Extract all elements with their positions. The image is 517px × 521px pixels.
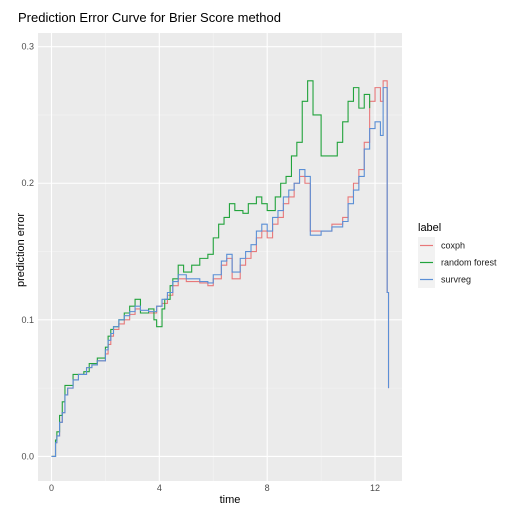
grid-major bbox=[38, 33, 402, 481]
y-tick-label: 0.0 bbox=[21, 451, 34, 461]
series-line-random-forest bbox=[51, 80, 371, 457]
y-tick-label: 0.1 bbox=[21, 315, 34, 325]
y-tick-label: 0.3 bbox=[21, 42, 34, 52]
grid-minor bbox=[38, 33, 402, 481]
x-tick-label: 8 bbox=[265, 483, 270, 493]
x-axis-ticks: 0 4 8 12 bbox=[49, 483, 380, 493]
x-tick-label: 4 bbox=[157, 483, 162, 493]
legend: label coxph random forest survreg bbox=[418, 222, 497, 288]
legend-title: label bbox=[418, 222, 441, 234]
y-axis-ticks: 0.0 0.1 0.2 0.3 bbox=[21, 42, 34, 462]
y-axis-title: prediction error bbox=[15, 213, 27, 287]
x-tick-label: 0 bbox=[49, 483, 54, 493]
legend-label-survreg: survreg bbox=[441, 275, 471, 285]
x-axis-title: time bbox=[220, 494, 241, 506]
plot-panel bbox=[38, 33, 402, 481]
chart-title: Prediction Error Curve for Brier Score m… bbox=[18, 10, 281, 25]
y-tick-label: 0.2 bbox=[21, 178, 34, 188]
series-line-survreg bbox=[51, 87, 390, 457]
legend-label-random-forest: random forest bbox=[441, 258, 497, 268]
x-tick-label: 12 bbox=[370, 483, 380, 493]
series-layer bbox=[51, 80, 390, 457]
legend-label-coxph: coxph bbox=[441, 241, 465, 251]
